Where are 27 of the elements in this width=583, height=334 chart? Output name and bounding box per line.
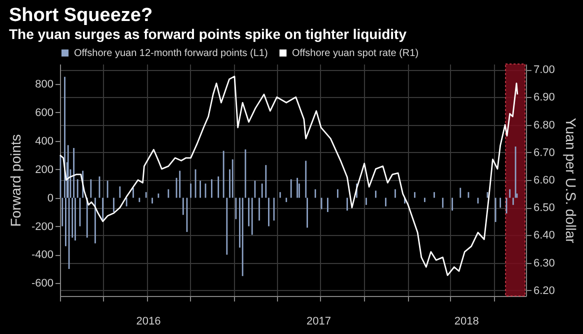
y2-tick-label: 6.90 [534, 92, 555, 104]
legend-label: Offshore yuan spot rate (R1) [292, 48, 419, 59]
y2-axis-title: Yuan per U.S. dollar [562, 118, 579, 244]
chart-subtitle: The yuan surges as forward points spike on tighter liquidity [8, 26, 407, 42]
x-tick-label: 2017 [306, 316, 331, 328]
y-tick-label: 200 [35, 164, 54, 176]
y2-tick-label: 6.50 [534, 202, 555, 214]
y-tick-label: 800 [35, 78, 54, 90]
y-tick-label: 400 [35, 135, 54, 148]
y2-tick-label: 6.60 [534, 174, 555, 186]
y-tick-label: -400 [31, 249, 54, 262]
line-series [59, 76, 518, 276]
y-tick-label: -600 [31, 278, 54, 290]
y2-tick-label: 7.00 [534, 64, 555, 76]
y-axis-title: Forward points [7, 134, 24, 227]
legend-label: Offshore yuan 12-month forward points (L1) [74, 48, 268, 59]
y2-tick-label: 6.20 [534, 284, 555, 297]
y-tick-label: 0 [47, 192, 54, 204]
x-tick-label: 2016 [136, 316, 161, 328]
x-tick-label: 2018 [454, 316, 479, 328]
chart-title: Short Squeeze? [8, 5, 153, 26]
y-tick-label: 600 [35, 106, 54, 119]
y2-tick-label: 6.40 [534, 230, 555, 242]
y2-tick-label: 6.30 [534, 257, 555, 270]
y2-tick-label: 6.70 [534, 146, 555, 159]
y2-tick-label: 6.80 [534, 119, 555, 132]
y-tick-label: -200 [31, 220, 54, 233]
